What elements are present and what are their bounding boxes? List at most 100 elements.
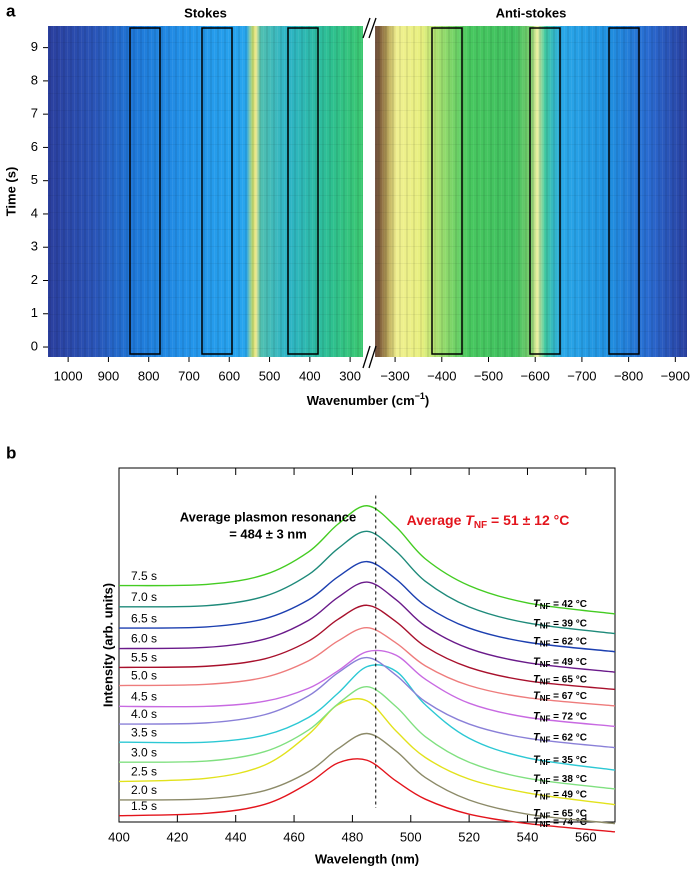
x-tick-label: 300	[339, 368, 361, 383]
temperature-label: TNF = 35 °C	[533, 754, 587, 767]
temperature-label: TNF = 49 °C	[533, 656, 587, 669]
x-axis-label: Wavelength (nm)	[315, 851, 419, 866]
temperature-symbol: T	[533, 732, 541, 744]
x-axis-label-part: )	[425, 393, 429, 408]
temperature-label: TNF = 62 °C	[533, 636, 587, 649]
temperature-value: = 74 °C	[550, 816, 587, 827]
temperature-subscript: NF	[540, 812, 551, 821]
temperature-symbol: T	[533, 789, 541, 801]
y-axis-label: Time (s)	[3, 167, 18, 217]
panel-title: Stokes	[184, 5, 227, 20]
x-tick-label: −600	[521, 368, 550, 383]
plot-frame	[118, 467, 616, 823]
series-label: 2.0 s	[131, 783, 157, 797]
y-axis-label: Intensity (arb. units)	[100, 583, 115, 707]
spectrum-line	[118, 560, 616, 653]
spectrum-line	[118, 581, 616, 673]
temperature-value: = 62 °C	[550, 732, 587, 743]
series-label: 4.5 s	[131, 690, 157, 704]
temperature-subscript: NF	[540, 660, 551, 669]
series-label: 6.5 s	[131, 611, 157, 625]
temperature-label: TNF = 38 °C	[533, 773, 587, 786]
spectrum-line	[118, 656, 616, 749]
annotation: Average plasmon resonance	[180, 509, 357, 524]
spectrum-line	[118, 505, 616, 615]
temperature-value: = 72 °C	[550, 711, 587, 722]
y-tick-label: 6	[31, 139, 38, 154]
temperature-symbol: T	[533, 710, 541, 722]
x-tick-label: 900	[98, 368, 120, 383]
axis-break	[362, 17, 377, 369]
temperature-subscript: NF	[540, 640, 551, 649]
x-tick-label: 400	[299, 368, 321, 383]
series-label: 3.0 s	[131, 745, 157, 759]
spectrum-line	[118, 530, 616, 635]
spectrum-line	[118, 664, 616, 771]
temperature-symbol: T	[533, 636, 541, 648]
highlight-boxes	[129, 27, 640, 355]
temperature-symbol: T	[533, 754, 541, 766]
temperature-label: TNF = 72 °C	[533, 710, 587, 723]
x-axis-label-sup: −1	[415, 391, 425, 401]
x-tick-label: 1000	[54, 368, 83, 383]
annotation-part: NF	[474, 520, 487, 531]
temperature-label: TNF = 49 °C	[533, 789, 587, 802]
x-tick-label: −700	[567, 368, 596, 383]
y-tick-label: 2	[31, 272, 38, 287]
x-axis-label: Wavenumber (cm−1)	[307, 391, 430, 408]
spectrum-line	[118, 685, 616, 790]
x-tick-label: 520	[458, 829, 480, 844]
x-tick-label: −900	[661, 368, 690, 383]
x-tick-label: 460	[283, 829, 305, 844]
temperature-label: TNF = 74 °C	[533, 816, 587, 829]
temperature-value: = 65 °C	[550, 674, 587, 685]
x-tick-label: −500	[474, 368, 503, 383]
temperature-label: TNF = 65 °C	[533, 807, 587, 820]
series-label: 5.0 s	[131, 669, 157, 683]
temperature-subscript: NF	[540, 758, 551, 767]
x-tick-label: 440	[225, 829, 247, 844]
spectrum-line	[118, 649, 616, 728]
panel-label: b	[6, 443, 16, 462]
x-tick-label: 500	[259, 368, 281, 383]
spectrum-line	[118, 758, 616, 833]
spectrum-line	[118, 604, 616, 691]
y-tick-label: 9	[31, 39, 38, 54]
x-tick-label: −400	[427, 368, 456, 383]
x-tick-label: 540	[517, 829, 539, 844]
series-label: 4.0 s	[131, 707, 157, 721]
series-label: 7.5 s	[131, 569, 157, 583]
temperature-symbol: T	[533, 816, 541, 828]
heatmap-texture	[375, 26, 687, 357]
temperature-subscript: NF	[540, 602, 551, 611]
spectrum-line	[118, 697, 616, 806]
temperature-symbol: T	[533, 656, 541, 668]
x-tick-label: 560	[575, 829, 597, 844]
temperature-symbol: T	[533, 807, 541, 819]
temperature-subscript: NF	[540, 622, 551, 631]
temperature-value: = 35 °C	[550, 755, 587, 766]
y-tick-label: 7	[31, 106, 38, 121]
series-label: 6.0 s	[131, 632, 157, 646]
temperature-symbol: T	[533, 773, 541, 785]
x-axis-label-part: Wavenumber (cm	[307, 393, 415, 408]
annotation-part: = 51 ± 12 °C	[487, 512, 569, 528]
series-label: 5.5 s	[131, 651, 157, 665]
temperature-label: TNF = 67 °C	[533, 690, 587, 703]
temperature-label: TNF = 39 °C	[533, 617, 587, 630]
x-tick-label: −300	[380, 368, 409, 383]
temperature-subscript: NF	[540, 694, 551, 703]
x-tick-label: −800	[614, 368, 643, 383]
series-label: 1.5 s	[131, 799, 157, 813]
temperature-value: = 49 °C	[550, 789, 587, 800]
x-tick-label: 800	[138, 368, 160, 383]
spectrum-line	[118, 626, 616, 707]
y-tick-label: 3	[31, 239, 38, 254]
temperature-symbol: T	[533, 598, 541, 610]
x-tick-label: 500	[400, 829, 422, 844]
temperature-label: TNF = 42 °C	[533, 598, 587, 611]
x-tick-label: 420	[167, 829, 189, 844]
temperature-symbol: T	[533, 617, 541, 629]
temperature-subscript: NF	[540, 777, 551, 786]
